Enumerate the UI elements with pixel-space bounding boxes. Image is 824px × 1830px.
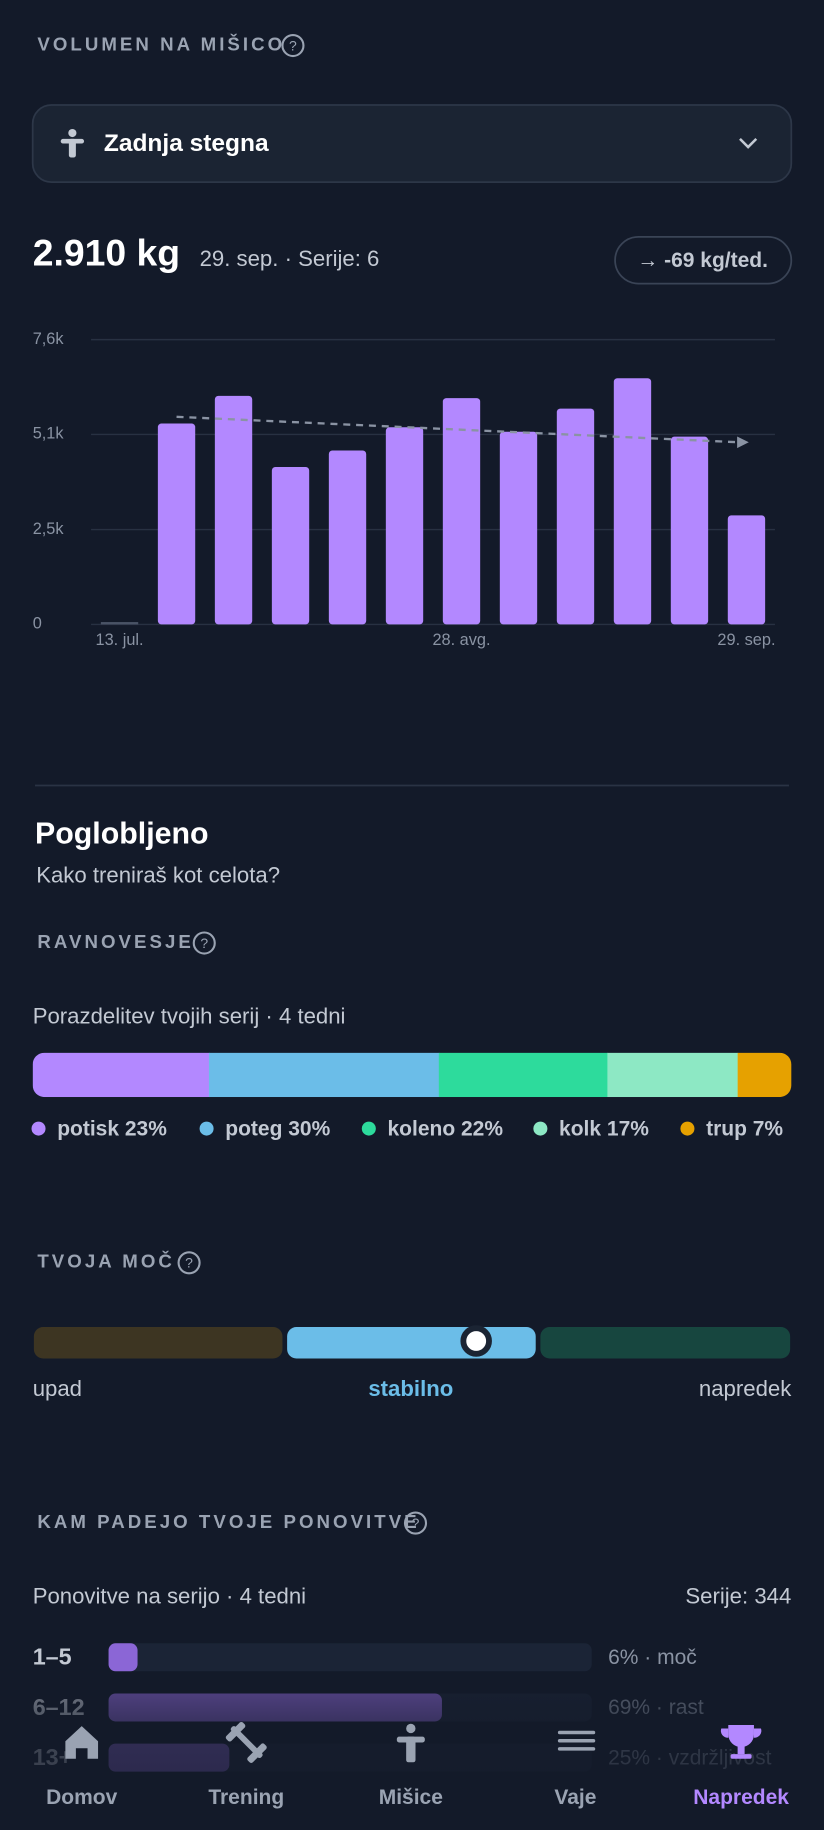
bar xyxy=(556,408,595,625)
body-icon xyxy=(396,1723,425,1763)
section-title: RAVNOVESJE xyxy=(37,931,193,952)
help-mark: ? xyxy=(185,1255,193,1271)
legend-label: potisk 23% xyxy=(57,1117,167,1140)
trend-text: → -69 kg/ted. xyxy=(637,249,768,272)
help-icon[interactable] xyxy=(177,1251,201,1275)
x-tick-label: 29. sep. xyxy=(717,631,775,649)
reps-total: Serije: 344 xyxy=(685,1584,791,1609)
rep-range: 1–5 xyxy=(33,1644,72,1670)
nav-item[interactable]: Domov xyxy=(46,1786,117,1809)
bar xyxy=(100,622,139,625)
muscle-name: Zadnja stegna xyxy=(104,130,269,157)
balance-segment xyxy=(737,1052,792,1098)
nav-icons xyxy=(65,1721,762,1763)
y-tick-label: 7,6k xyxy=(33,330,65,348)
nav-item[interactable]: Vaje xyxy=(554,1786,596,1809)
rep-share: 6% · moč xyxy=(608,1646,697,1669)
legend-dot xyxy=(199,1121,214,1136)
trophy-icon xyxy=(720,1724,762,1759)
y-tick-label: 0 xyxy=(33,615,42,633)
balance-segment xyxy=(32,1052,210,1098)
deep-title: Poglobljeno xyxy=(35,818,209,851)
list-icon xyxy=(557,1730,596,1751)
strength-label: napredek xyxy=(699,1376,792,1401)
reps-caption: Ponovitve na serijo · 4 tedni xyxy=(33,1584,306,1609)
help-icon[interactable] xyxy=(281,33,305,58)
volume-chart: 0 2,5k 5,1k 7,6k 13. jul. 28. avg. 29. sep. xyxy=(33,330,776,649)
help-mark: ? xyxy=(289,37,297,53)
legend-label: koleno 22% xyxy=(387,1117,503,1140)
balance-segment xyxy=(607,1052,739,1098)
strength-segment xyxy=(540,1326,791,1359)
bar xyxy=(727,515,766,625)
nav-item[interactable]: Mišice xyxy=(379,1786,443,1809)
balance-caption: Porazdelitev tvojih serij · 4 tedni xyxy=(33,1004,346,1029)
strength-knob xyxy=(460,1325,492,1357)
section-title: VOLUMEN NA MIŠICO xyxy=(37,33,285,54)
legend-dot xyxy=(361,1121,376,1136)
legend-dot xyxy=(533,1121,548,1136)
strength-segment xyxy=(33,1326,283,1359)
bar xyxy=(499,431,538,625)
rep-bar xyxy=(108,1643,138,1672)
legend-label: poteg 30% xyxy=(225,1117,330,1140)
help-icon[interactable] xyxy=(403,1511,428,1535)
muscle-select[interactable] xyxy=(31,104,793,183)
balance-bar xyxy=(32,1052,792,1098)
strength-label: upad xyxy=(33,1376,82,1401)
bar xyxy=(328,450,367,625)
bar xyxy=(385,427,424,625)
section-title: TVOJA MOČ xyxy=(37,1251,175,1272)
x-tick-label: 13. jul. xyxy=(95,631,143,649)
bar xyxy=(157,423,196,625)
help-mark: ? xyxy=(200,935,208,951)
legend-dot xyxy=(31,1121,46,1136)
section-title: KAM PADEJO TVOJE PONOVITVE xyxy=(37,1511,419,1532)
current-meta: 29. sep. · Serije: 6 xyxy=(200,246,380,271)
y-tick-label: 2,5k xyxy=(33,520,65,538)
trend-arrow xyxy=(737,436,749,449)
bar xyxy=(214,395,253,625)
trend-badge xyxy=(614,236,793,285)
balance-segment xyxy=(208,1052,440,1098)
legend-label: kolk 17% xyxy=(559,1117,649,1140)
strength-segment xyxy=(287,1326,536,1359)
legend-label: trup 7% xyxy=(706,1117,783,1140)
home-icon xyxy=(65,1726,99,1759)
nav-item[interactable]: Napredek xyxy=(693,1786,789,1809)
bar xyxy=(613,378,652,625)
bar xyxy=(670,436,709,625)
help-icon[interactable] xyxy=(192,931,216,955)
deep-subtitle: Kako treniraš kot celota? xyxy=(36,862,280,887)
balance-legend: potisk 23% poteg 30% koleno 22% kolk 17% tru… xyxy=(31,1117,783,1140)
balance-segment xyxy=(438,1052,608,1098)
strength-label: stabilno xyxy=(368,1376,453,1401)
bar xyxy=(442,398,481,625)
chevron xyxy=(739,137,758,149)
legend-dot xyxy=(680,1121,695,1136)
dumbbell-icon xyxy=(225,1721,267,1763)
x-tick-label: 28. avg. xyxy=(432,631,490,649)
nav-item[interactable]: Trening xyxy=(208,1786,284,1809)
body-icon xyxy=(60,128,85,158)
help-mark: ? xyxy=(412,1515,420,1531)
y-tick-label: 5,1k xyxy=(33,425,65,443)
rep-track xyxy=(108,1643,592,1672)
trend-line xyxy=(176,415,740,444)
bar xyxy=(271,467,310,625)
current-value: 2.910 kg xyxy=(33,231,180,273)
